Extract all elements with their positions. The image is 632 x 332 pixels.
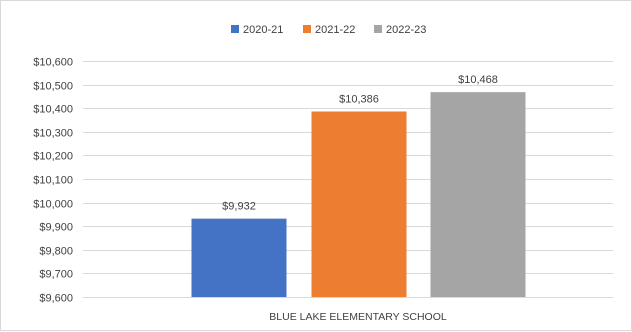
y-tick-label: $10,100 <box>33 175 73 187</box>
legend-label-2020-21: 2020-21 <box>243 24 283 36</box>
bars <box>191 92 526 297</box>
y-axis-tick-labels: $9,600 $9,700 $9,800 $9,900 $10,000 $10,100 $1… <box>33 57 73 305</box>
y-tick-label: $10,500 <box>33 81 73 93</box>
y-tick-label: $10,200 <box>33 151 73 163</box>
y-tick-label: $10,600 <box>33 57 73 69</box>
bar-2020-21 <box>191 218 287 297</box>
y-tick-label: $9,800 <box>39 246 73 258</box>
data-labels: $9,932 $10,386 $10,468 <box>222 74 498 212</box>
legend-swatch-2021-22 <box>303 25 311 33</box>
y-tick-label: $10,400 <box>33 104 73 116</box>
category-label: BLUE LAKE ELEMENTARY SCHOOL <box>269 311 447 323</box>
y-tick-label: $9,900 <box>39 222 73 234</box>
data-label-2020-21: $9,932 <box>222 201 256 213</box>
legend-label-2022-23: 2022-23 <box>386 24 426 36</box>
y-tick-label: $10,300 <box>33 128 73 140</box>
y-tick-label: $9,600 <box>39 293 73 305</box>
y-tick-label: $9,700 <box>39 269 73 281</box>
bar-2021-22 <box>311 111 407 297</box>
legend-swatch-2020-21 <box>231 25 239 33</box>
data-label-2022-23: $10,468 <box>458 74 498 86</box>
legend-label-2021-22: 2021-22 <box>315 24 355 36</box>
bar-2022-23 <box>430 92 526 297</box>
y-tick-label: $10,000 <box>33 199 73 211</box>
data-label-2021-22: $10,386 <box>339 94 379 106</box>
legend-swatch-2022-23 <box>374 25 382 33</box>
legend: 2020-21 2021-22 2022-23 <box>231 24 426 36</box>
